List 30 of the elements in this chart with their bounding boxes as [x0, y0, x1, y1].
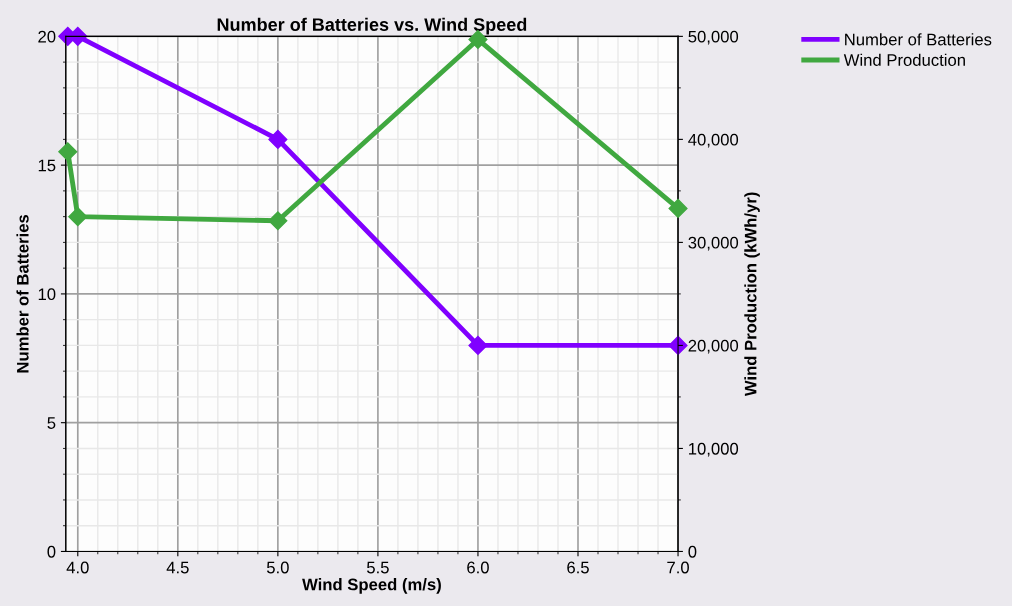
- y2-tick-label: 10,000: [689, 442, 739, 457]
- point: [668, 198, 688, 218]
- point: [468, 335, 488, 355]
- chart-title: Number of Batteries vs. Wind Speed: [217, 17, 527, 35]
- x-tick-label: 5.0: [266, 561, 289, 574]
- y2-tick-label: 20,000: [688, 339, 739, 354]
- y2-tick-label: 50,000: [688, 30, 739, 45]
- y2-tick-label: 0: [688, 545, 697, 558]
- x-tick-label: 6.5: [567, 561, 589, 574]
- y2-tick-label: 30,000: [688, 236, 739, 251]
- x-tick-label: 7.0: [667, 561, 689, 574]
- y-tick-label: 10: [38, 288, 56, 301]
- y2-tick-label: 40,000: [688, 133, 739, 148]
- x-tick-label: 6.0: [467, 561, 489, 574]
- point: [268, 211, 288, 231]
- legend-label: Wind Production: [843, 53, 965, 66]
- point: [58, 142, 78, 162]
- x-axis-title: Wind Speed (m/s): [302, 578, 441, 594]
- x-tick-label: 4.5: [166, 561, 189, 574]
- point: [68, 207, 88, 227]
- y-tick-label: 0: [47, 545, 56, 558]
- y2-axis-title: Wind Production (kWh/yr): [744, 192, 760, 397]
- point: [268, 129, 288, 149]
- legend-label: Number of Batteries: [845, 33, 992, 46]
- y-tick-label: 20: [38, 30, 56, 43]
- y-axis-title: Number of Batteries: [16, 214, 29, 373]
- x-tick-label: 4.0: [66, 561, 89, 574]
- y-tick-label: 5: [47, 417, 56, 429]
- x-tick-label: 5.5: [367, 561, 389, 574]
- y-tick-label: 15: [38, 159, 56, 172]
